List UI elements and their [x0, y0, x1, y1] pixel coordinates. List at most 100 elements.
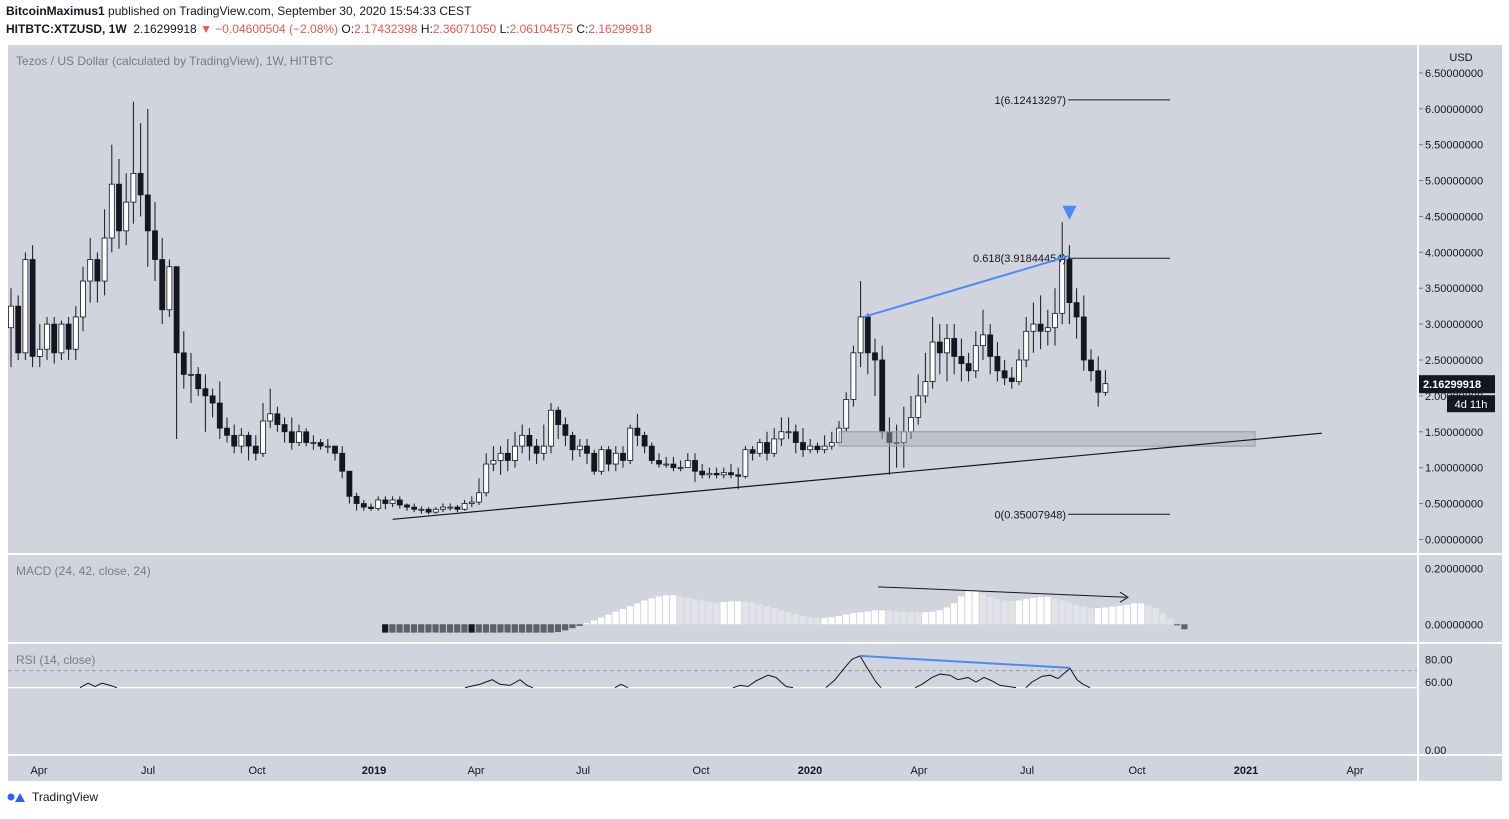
rsi-line	[614, 683, 629, 689]
author-name[interactable]: BitcoinMaximus1	[6, 4, 105, 18]
macd-histogram-bar	[662, 595, 670, 625]
macd-histogram-bar	[626, 606, 634, 625]
last-price-tag	[1419, 375, 1495, 394]
bear-candle	[994, 356, 1001, 372]
bear-candle	[641, 434, 648, 447]
bull-candle	[490, 460, 497, 465]
bear-candle	[1066, 259, 1073, 303]
bull-candle	[980, 334, 986, 347]
macd-histogram-bar	[691, 599, 698, 625]
bull-candle	[821, 445, 828, 451]
bull-candle	[188, 373, 194, 376]
rsi-pane	[8, 644, 1417, 754]
bear-candle	[735, 474, 742, 477]
bull-candle	[44, 323, 50, 350]
macd-histogram-bar	[806, 617, 814, 625]
time-axis-label: Apr	[30, 765, 47, 777]
macd-histogram-bar	[648, 598, 655, 625]
bear-candle	[180, 352, 187, 375]
macd-histogram-bar	[1044, 596, 1051, 625]
macd-histogram-bar	[1130, 603, 1138, 625]
time-axis	[8, 756, 1417, 781]
tradingview-brand: TradingView	[32, 790, 99, 804]
bull-candle	[1044, 327, 1051, 332]
price-divergence-line	[863, 254, 1070, 318]
tradingview-logo[interactable]: TradingView	[6, 790, 98, 804]
bear-candle	[1080, 316, 1087, 361]
bull-candle	[742, 449, 749, 477]
bear-candle	[404, 504, 410, 508]
macd-histogram-bar	[857, 612, 864, 625]
macd-histogram-bar	[749, 602, 756, 625]
macd-histogram-bar	[878, 610, 886, 625]
macd-histogram-bar	[907, 612, 914, 625]
bull-candle	[375, 499, 382, 509]
bear-candle	[764, 442, 770, 454]
bear-candle	[288, 431, 295, 443]
time-axis-label: Apr	[910, 765, 927, 777]
price-axis-label: 3.50000000	[1425, 283, 1483, 295]
price-axis-label: 0.00000000	[1425, 534, 1483, 546]
price-axis-label: 0.50000000	[1425, 499, 1483, 511]
bull-candle	[468, 501, 475, 504]
bear-candle	[51, 323, 58, 354]
bull-candle	[447, 506, 454, 509]
bear-candle	[274, 413, 281, 425]
macd-histogram-bar	[382, 624, 389, 633]
bull-candle	[58, 323, 65, 354]
macd-histogram-bar	[482, 624, 490, 633]
bear-candle	[152, 230, 158, 260]
macd-histogram-bar	[576, 624, 583, 626]
price-axis-label: 1.00000000	[1425, 463, 1483, 475]
bear-candle	[749, 449, 756, 454]
price-pane	[8, 45, 1417, 553]
macd-histogram-bar	[871, 610, 878, 625]
macd-histogram-bar	[605, 614, 612, 625]
time-axis-label: 2020	[798, 765, 822, 777]
support-zone	[838, 431, 1256, 447]
macd-histogram-bar	[1145, 605, 1152, 625]
time-axis-label: Oct	[248, 765, 265, 777]
bear-candle	[1008, 377, 1015, 382]
macd-histogram-bar	[1037, 596, 1044, 625]
macd-histogram-bar	[742, 601, 749, 625]
bear-candle	[569, 434, 576, 451]
bull-candle	[756, 442, 763, 454]
bear-candle	[159, 259, 166, 311]
macd-histogram-bar	[756, 604, 763, 625]
bull-candle	[8, 305, 14, 329]
bull-candle	[440, 506, 446, 510]
macd-histogram-bar	[814, 618, 821, 625]
macd-histogram-bar	[1001, 600, 1008, 625]
bull-candle	[828, 442, 835, 447]
macd-histogram-bar	[526, 624, 533, 633]
macd-histogram-bar	[994, 599, 1001, 625]
last-price-label: 2.16299918	[1423, 379, 1481, 391]
macd-histogram-bar	[763, 606, 770, 625]
price-axis-label: 1.50000000	[1425, 427, 1483, 439]
macd-histogram-bar	[418, 624, 425, 633]
chart-area[interactable]: 6.50000000 6.00000000 5.50000000 5.00000000…	[0, 0, 1509, 785]
bear-candle	[411, 506, 418, 510]
bear-candle	[533, 445, 540, 454]
open-value: 2.17432398	[354, 22, 418, 36]
rsi-line	[825, 655, 882, 689]
bear-candle	[555, 409, 562, 425]
macd-pane	[8, 555, 1417, 642]
macd-histogram-bar	[1116, 605, 1123, 625]
bear-candle	[231, 434, 238, 447]
bear-candle	[1095, 370, 1102, 393]
macd-histogram-bar	[511, 624, 518, 633]
macd-histogram-bar	[504, 624, 511, 633]
macd-histogram-bar	[1094, 608, 1102, 625]
time-axis-label: Apr	[467, 765, 484, 777]
bear-candle	[504, 452, 511, 461]
macd-histogram-bar	[734, 601, 742, 625]
bear-candle	[562, 424, 569, 436]
macd-histogram-bar	[547, 624, 554, 633]
macd-histogram-bar	[446, 624, 454, 633]
bull-candle	[324, 445, 331, 448]
bear-candle	[137, 173, 144, 196]
bull-candle	[720, 472, 727, 476]
macd-histogram-bar	[864, 611, 871, 625]
